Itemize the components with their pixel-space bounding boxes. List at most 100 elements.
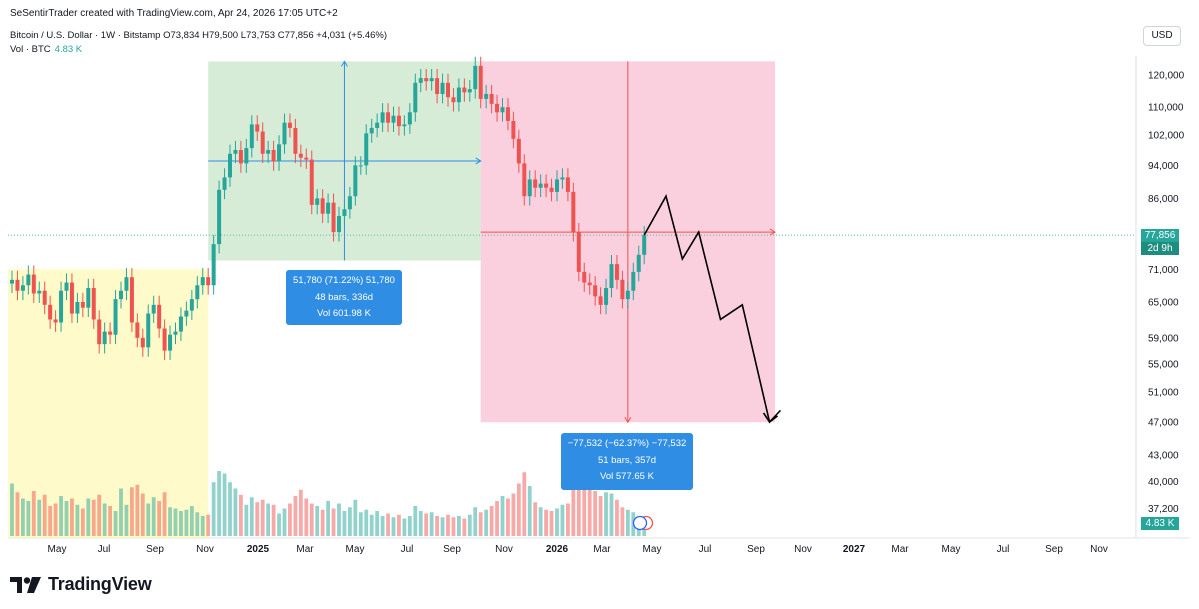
candle-body — [102, 331, 107, 345]
candle-body — [178, 316, 183, 332]
time-axis-label: Mar — [593, 544, 611, 555]
volume-bar — [451, 517, 456, 536]
volume-bar — [566, 503, 570, 536]
volume-bar — [375, 511, 380, 536]
tradingview-logo[interactable]: TradingView — [10, 574, 152, 595]
candle-body — [380, 112, 385, 123]
candle-body — [173, 331, 178, 335]
volume-bar — [309, 503, 314, 536]
candle-body — [266, 149, 271, 154]
volume-bar — [315, 506, 320, 536]
volume-bar — [478, 512, 483, 536]
volume-bar — [228, 482, 232, 536]
currency-button[interactable]: USD — [1143, 26, 1181, 46]
time-axis-label: May — [942, 544, 961, 555]
volume-bar — [369, 514, 374, 536]
price-axis-label: 65,000 — [1148, 297, 1179, 308]
volume-bar — [113, 511, 118, 536]
symbol-info[interactable]: Bitcoin / U.S. Dollar · 1W · Bitstamp O7… — [10, 30, 388, 41]
measure-down-volume: Vol 577.65 K — [600, 471, 654, 482]
volume-bar — [337, 503, 341, 536]
time-axis-label: Sep — [443, 544, 461, 555]
candle-body — [200, 277, 205, 286]
candle-body — [473, 65, 478, 90]
volume-bar — [615, 499, 619, 536]
price-axis-label: 94,000 — [1148, 161, 1179, 172]
measure-down-arrow-h — [769, 228, 776, 236]
volume-bar — [506, 498, 510, 536]
price-axis-label: 59,000 — [1148, 333, 1179, 344]
candle-body — [364, 133, 369, 166]
measure-up-volume: Vol 601.98 K — [317, 308, 371, 319]
candle-body — [260, 131, 265, 154]
volume-bar — [37, 499, 42, 536]
candle-body — [391, 115, 396, 123]
candle-body — [195, 285, 200, 300]
volume-bar — [233, 488, 238, 536]
candle-body — [538, 183, 543, 188]
candle-body — [642, 235, 647, 255]
time-axis-label: Jul — [98, 544, 111, 555]
volume-bar — [222, 473, 227, 536]
time-axis-label: Mar — [891, 544, 909, 555]
volume-bar — [620, 507, 625, 536]
volume-bar — [424, 513, 429, 536]
volume-bar — [462, 518, 467, 536]
candle-body — [598, 296, 603, 305]
candle-body — [189, 299, 194, 311]
candle-body — [228, 153, 232, 178]
candle-body — [277, 144, 282, 162]
volume-bar — [53, 503, 58, 536]
date-range-highlight — [8, 269, 209, 538]
candle-body — [456, 87, 461, 103]
volume-bar — [293, 496, 298, 536]
volume-bar — [48, 506, 53, 536]
candle-body — [287, 122, 292, 128]
candle-body — [620, 279, 625, 300]
volume-bar — [151, 497, 156, 536]
volume-bar — [320, 509, 325, 536]
candle-body — [489, 93, 494, 104]
candle-body — [331, 202, 336, 233]
candle-body — [80, 301, 85, 308]
time-axis-label: Sep — [146, 544, 164, 555]
volume-bar — [260, 499, 265, 536]
volume-bar — [560, 504, 565, 536]
candle-body — [184, 310, 189, 317]
candle-body — [108, 331, 113, 335]
measure-label-up: 51,780 (71.22%) 51,780 48 bars, 336d Vol… — [286, 270, 402, 325]
candle-body — [604, 287, 609, 305]
volume-bar — [97, 494, 102, 536]
candle-body — [636, 254, 641, 272]
price-axis-label: 40,000 — [1148, 477, 1179, 488]
volume-bar — [511, 493, 516, 536]
candle-body — [244, 148, 249, 164]
volume-bar — [70, 498, 74, 536]
candle-body — [386, 112, 391, 123]
candle-body — [113, 299, 118, 335]
candle-body — [576, 232, 581, 272]
volume-bar — [179, 511, 183, 536]
time-axis-label: Mar — [296, 544, 314, 555]
volume-bar — [571, 483, 576, 536]
candle-body — [320, 198, 325, 214]
candle-body — [544, 183, 549, 188]
candle-body — [527, 179, 532, 197]
candle-body — [560, 177, 565, 180]
volume-bar — [80, 508, 85, 536]
volume-bar — [576, 463, 581, 536]
volume-bar — [157, 501, 162, 536]
measure-down-arrow — [624, 416, 632, 424]
volume-bar — [446, 514, 450, 536]
time-axis-label: 2026 — [546, 544, 569, 555]
time-axis-label: Sep — [1045, 544, 1063, 555]
candle-body — [10, 279, 14, 284]
candle-body — [495, 103, 500, 113]
volume-bar — [244, 504, 249, 536]
volume-legend[interactable]: Vol · BTC 4.83 K — [10, 44, 82, 55]
volume-bar — [135, 484, 140, 536]
time-axis-label: Nov — [794, 544, 812, 555]
price-axis-label: 102,000 — [1148, 131, 1185, 142]
candle-body — [37, 290, 42, 294]
